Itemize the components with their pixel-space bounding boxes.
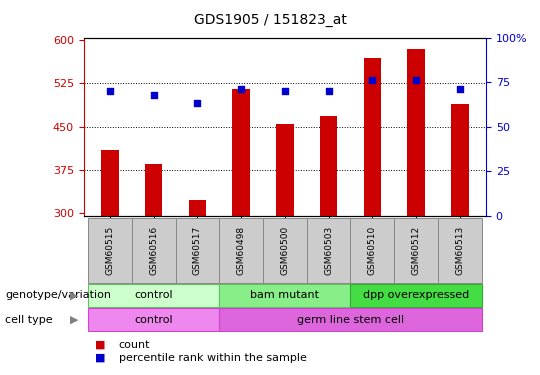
Bar — [219, 284, 350, 307]
Text: ▶: ▶ — [70, 290, 78, 300]
Bar — [350, 284, 482, 307]
Text: GDS1905 / 151823_at: GDS1905 / 151823_at — [193, 13, 347, 27]
Point — [281, 88, 289, 94]
Text: GSM60512: GSM60512 — [411, 226, 421, 275]
Text: control: control — [134, 315, 173, 325]
Point — [455, 86, 464, 92]
Text: GSM60513: GSM60513 — [455, 226, 464, 275]
Point — [237, 86, 246, 92]
Bar — [219, 308, 482, 332]
Text: GSM60498: GSM60498 — [237, 226, 246, 275]
Bar — [363, 58, 381, 216]
Bar — [276, 124, 294, 216]
Text: GSM60510: GSM60510 — [368, 226, 377, 275]
Point — [150, 92, 158, 98]
Bar — [394, 217, 438, 283]
Text: GSM60515: GSM60515 — [105, 226, 114, 275]
Text: germ line stem cell: germ line stem cell — [297, 315, 404, 325]
Bar — [407, 49, 425, 216]
Text: ▶: ▶ — [70, 315, 78, 325]
Bar — [219, 217, 263, 283]
Text: GSM60517: GSM60517 — [193, 226, 202, 275]
Text: genotype/variation: genotype/variation — [5, 290, 111, 300]
Bar — [132, 217, 176, 283]
Text: count: count — [119, 340, 150, 350]
Bar — [88, 217, 132, 283]
Bar — [88, 308, 219, 332]
Text: percentile rank within the sample: percentile rank within the sample — [119, 353, 307, 363]
Point — [368, 77, 376, 83]
Bar — [101, 150, 119, 216]
Bar — [263, 217, 307, 283]
Point — [411, 77, 420, 83]
Text: ■: ■ — [94, 340, 105, 350]
Bar — [145, 164, 163, 216]
Text: GSM60503: GSM60503 — [324, 226, 333, 275]
Text: GSM60500: GSM60500 — [280, 226, 289, 275]
Text: control: control — [134, 290, 173, 300]
Bar — [350, 217, 394, 283]
Point — [324, 88, 333, 94]
Point — [193, 100, 202, 106]
Text: bam mutant: bam mutant — [251, 290, 319, 300]
Bar — [88, 284, 219, 307]
Text: dpp overexpressed: dpp overexpressed — [363, 290, 469, 300]
Bar — [320, 116, 338, 216]
Bar — [232, 89, 250, 216]
Bar — [307, 217, 350, 283]
Bar — [438, 217, 482, 283]
Text: ■: ■ — [94, 353, 105, 363]
Bar — [176, 217, 219, 283]
Bar — [451, 104, 469, 216]
Text: GSM60516: GSM60516 — [149, 226, 158, 275]
Text: cell type: cell type — [5, 315, 53, 325]
Bar — [188, 200, 206, 216]
Point — [106, 88, 114, 94]
